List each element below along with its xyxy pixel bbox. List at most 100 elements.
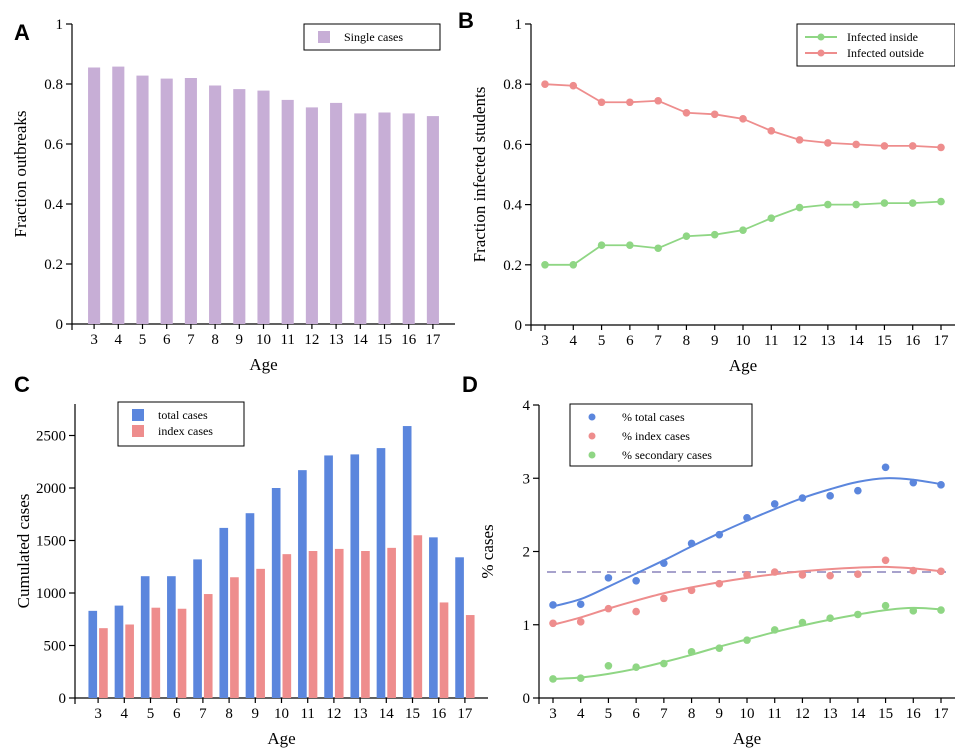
y-tick-label: 1500: [36, 534, 66, 550]
data-point: [710, 110, 719, 119]
x-axis-label: Age: [267, 729, 295, 748]
x-tick-label: 17: [934, 333, 950, 349]
legend-entry: % total cases: [622, 410, 685, 424]
data-point: [826, 492, 834, 500]
bar: [230, 577, 239, 698]
bar: [324, 455, 333, 698]
x-tick-label: 16: [905, 333, 921, 349]
data-point: [854, 570, 862, 579]
data-point: [715, 579, 724, 588]
data-point: [854, 486, 862, 495]
legend-swatch: [132, 425, 144, 437]
data-point: [881, 556, 890, 565]
bar: [184, 78, 197, 324]
x-tick-label: 13: [823, 706, 838, 722]
y-tick-label: 1: [523, 618, 531, 634]
data-point: [654, 244, 662, 253]
y-tick-label: 0: [515, 318, 523, 334]
x-tick-label: 15: [405, 706, 420, 722]
x-tick-label: 12: [792, 333, 807, 349]
bar: [167, 576, 176, 698]
legend: % total cases % index cases % secondary ca…: [569, 403, 753, 467]
data-point: [798, 618, 807, 627]
x-tick-label: 8: [225, 706, 233, 722]
data-point: [549, 601, 557, 609]
panel-label-b: B: [458, 8, 474, 33]
x-tick-label: 7: [199, 706, 207, 722]
bar: [378, 112, 391, 324]
data-point: [597, 98, 606, 107]
data-point: [739, 226, 747, 234]
bar: [465, 615, 475, 698]
data-point: [937, 143, 945, 152]
data-point: [654, 96, 662, 105]
data-point: [687, 586, 696, 595]
data-point: [660, 659, 668, 668]
bar: [256, 568, 265, 698]
bar: [413, 535, 423, 698]
data-point: [743, 636, 751, 644]
bar: [308, 551, 318, 698]
data-point: [632, 663, 640, 672]
data-point: [770, 626, 779, 634]
data-point: [909, 566, 918, 575]
x-tick-label: 9: [236, 332, 244, 348]
data-point: [604, 574, 613, 582]
data-point: [824, 200, 832, 209]
x-tick-label: 6: [626, 333, 634, 349]
x-tick-label: 5: [598, 333, 606, 349]
bar: [219, 527, 229, 698]
bar: [114, 605, 124, 698]
x-tick-label: 4: [577, 706, 585, 722]
data-point: [626, 241, 634, 250]
x-axis-label: Age: [733, 729, 761, 748]
x-tick-label: 7: [660, 706, 668, 722]
data-point: [824, 139, 832, 147]
data-point: [743, 514, 751, 522]
legend-marker: [817, 33, 825, 41]
y-tick-label: 1000: [36, 586, 66, 602]
y-tick-label: 0.8: [503, 77, 522, 93]
data-point: [880, 199, 889, 207]
data-point: [715, 530, 724, 539]
data-point: [632, 607, 640, 616]
y-tick-label: 2: [523, 545, 531, 561]
data-point: [687, 539, 696, 548]
y-tick-label: 0.6: [44, 137, 63, 153]
bar: [429, 537, 438, 698]
x-tick-label: 8: [688, 706, 696, 722]
bar: [193, 559, 202, 698]
x-tick-label: 10: [736, 333, 751, 349]
data-point: [632, 577, 640, 585]
data-point: [576, 674, 585, 683]
legend-entry: Infected inside: [847, 30, 918, 44]
y-tick-label: 0.2: [503, 258, 522, 274]
x-tick-label: 11: [300, 706, 314, 722]
x-tick-label: 16: [431, 706, 447, 722]
bar: [354, 113, 367, 325]
data-point: [687, 648, 696, 656]
legend-box: [796, 23, 955, 67]
y-tick-label: 1: [515, 17, 523, 33]
x-tick-label: 12: [304, 332, 319, 348]
x-tick-label: 4: [121, 706, 129, 722]
data-point: [880, 142, 889, 150]
y-tick-label: 0.2: [44, 257, 63, 273]
data-point: [569, 261, 578, 269]
bar: [136, 75, 149, 324]
y-tick-label: 3: [523, 471, 531, 487]
x-tick-label: 7: [654, 333, 662, 349]
y-tick-label: 0.8: [44, 77, 63, 93]
data-point: [795, 203, 804, 212]
legend-box: [569, 403, 753, 467]
data-point: [682, 232, 691, 241]
y-tick-label: 0.4: [503, 198, 522, 214]
panel-label-a: A: [14, 20, 30, 45]
x-tick-label: 16: [906, 706, 922, 722]
data-point: [908, 199, 917, 207]
bar: [426, 116, 439, 324]
bar: [334, 548, 344, 698]
legend-marker: [817, 49, 825, 57]
data-point: [795, 136, 804, 144]
bar: [361, 551, 370, 698]
